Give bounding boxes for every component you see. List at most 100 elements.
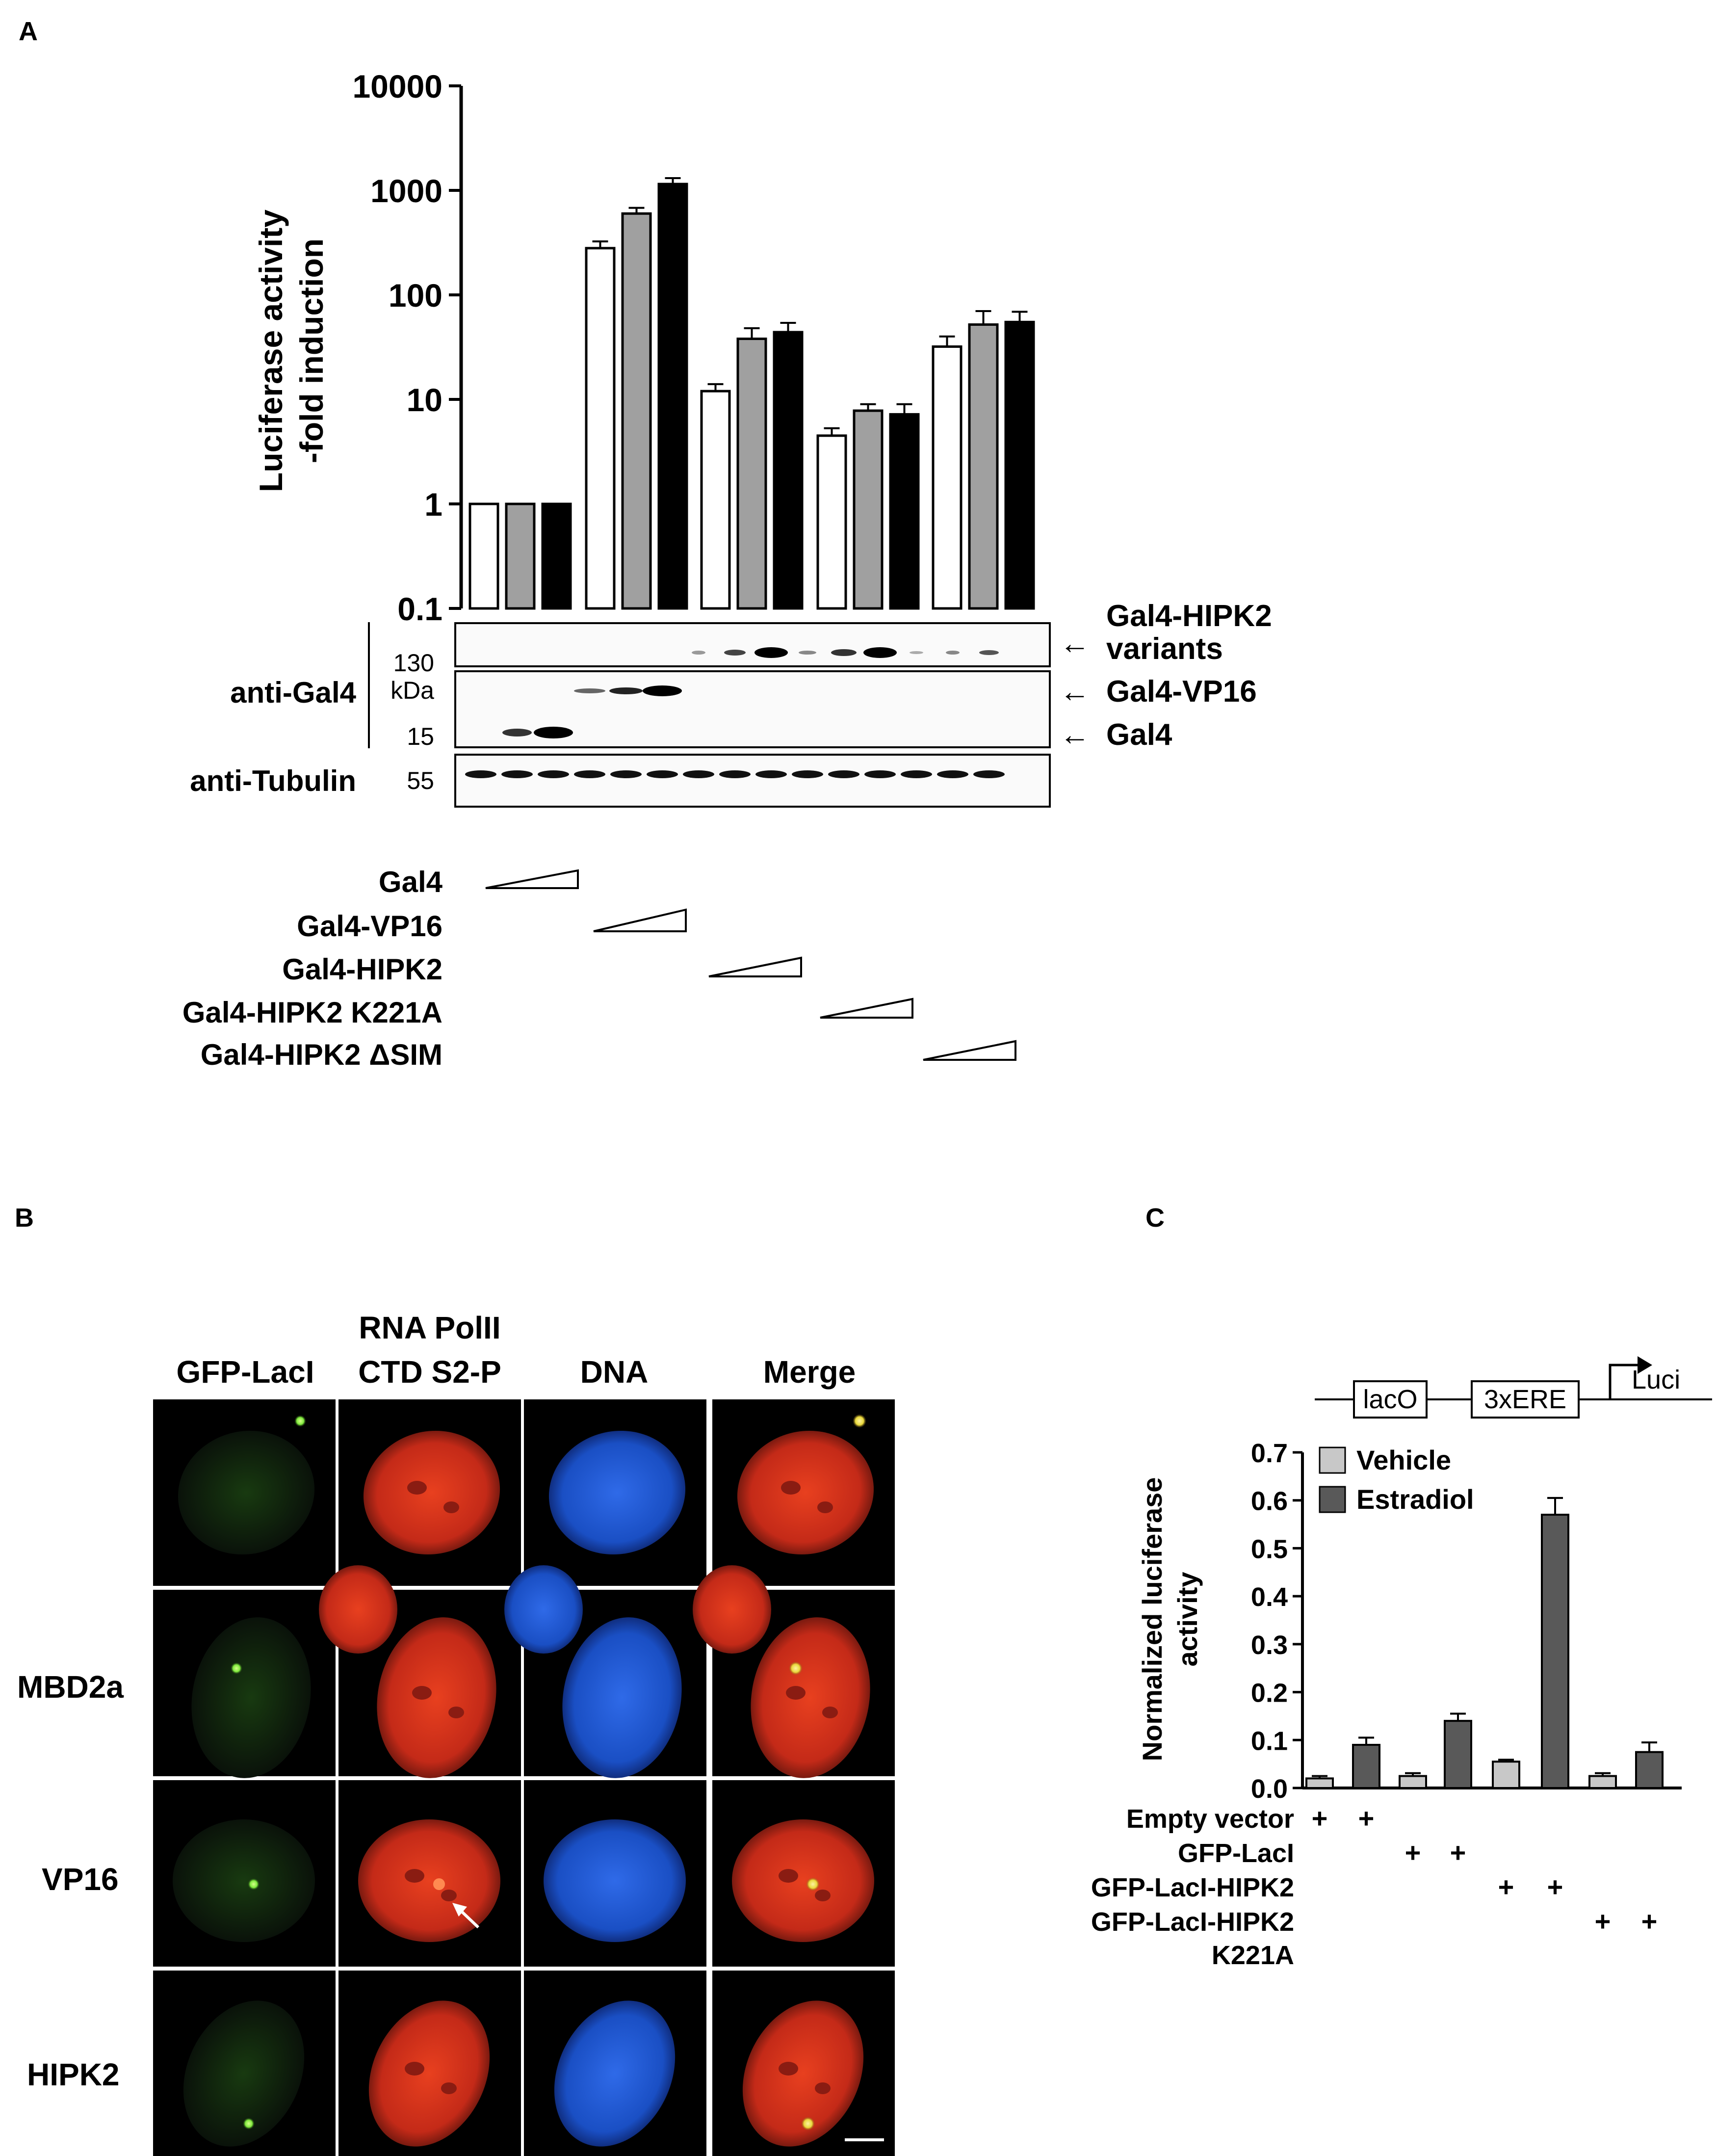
row-label-vp16: VP16 [42,1862,119,1897]
blot-band-gal4-vp16 [574,688,605,693]
neighbor-nucleus [693,1565,771,1654]
blot-tubulin-strip [454,754,1051,808]
nucleolus [405,1869,424,1883]
blot-band-hipk2 [863,647,897,658]
panel-c-tick-label: 0.5 [1251,1534,1288,1564]
nucleolus [448,1707,464,1718]
gfp-spot [243,2118,255,2130]
marker-55: 55 [407,767,434,794]
dose-wedge-gal4-hipk2-dsim [923,1040,1016,1061]
micrograph-tile [153,1971,336,2156]
nucleolus [822,1707,838,1718]
panel-c-y-label-line2: activity [1172,1572,1203,1667]
micrograph-tile [153,1780,336,1967]
legend-swatch-estradiol [1319,1486,1346,1513]
neighbor-nucleus [504,1565,583,1654]
gfp-nucleus [178,1430,315,1555]
micrograph-tile [153,1590,336,1778]
blot-band-hipk2 [979,650,999,655]
blot-band-tubulin [864,770,896,778]
blot-bands [465,647,1005,778]
construct-promoter-arrowhead [1638,1356,1652,1374]
nucleolus [779,2062,798,2076]
panel-a-y-label-line2: -fold induction [293,238,330,463]
table-plus-mark: + [1547,1871,1563,1902]
panel-c-bars [1305,1497,1664,1789]
table-row-label-gfp-laci-hipk2: GFP-LacI-HIPK2 [1091,1873,1294,1902]
nucleolus [407,1481,427,1495]
table-plus-mark: + [1498,1871,1514,1902]
table-plus-mark: + [1641,1906,1658,1937]
micrograph-tile [712,1399,895,1586]
blot-band-tubulin [501,770,533,778]
blot-band-tubulin [719,770,751,778]
row-label-mbd2a: MBD2a [17,1669,124,1705]
polii-nucleus [358,1819,500,1942]
gfp-nucleus [183,2000,305,2147]
polii-nucleus [368,2000,490,2147]
panel-a-tick-label: 1000 [370,173,442,209]
nucleolus [781,1481,801,1495]
panel-a-bar [621,212,652,610]
dose-wedge-gal4-hipk2 [708,956,802,977]
construct-laco-box [1353,1380,1428,1419]
panel-a-bar [700,390,731,610]
polii-nucleus [377,1617,496,1778]
blot-band-hipk2 [910,651,923,654]
table-plus-mark: + [1595,1906,1611,1937]
nucleolus [412,1686,432,1700]
panel-a-western-blots: anti-Gal4 anti-Tubulin 130 kDa 15 55 ← G… [190,599,1272,808]
panel-a-bar [505,502,536,610]
blot-band-gal4-vp16 [609,687,643,694]
gfp-spot [248,1878,260,1890]
nucleolus [405,2062,424,2076]
construct-ere-label: 3xERE [1484,1385,1566,1414]
panel-c-bar [1399,1775,1427,1789]
panel-c-tick-label: 0.0 [1251,1774,1288,1804]
panel-a-tick-label: 1 [424,486,442,523]
panel-a-construct-list: Gal4 Gal4-VP16 Gal4-HIPK2 Gal4-HIPK2 K22… [182,866,1016,1071]
panel-a-bar [853,409,884,610]
blot-band-tubulin [647,770,678,778]
gfp-spot [231,1662,242,1674]
panel-c-tick-label: 0.1 [1251,1726,1288,1756]
arrow-gal4-vp16: ← [1060,675,1090,709]
merge-spot [801,2117,815,2130]
arrow-variants: ← [1060,627,1090,660]
panel-a-bar [1004,320,1035,610]
micrograph-tile [524,1780,706,1967]
panel-a-bar [468,502,499,610]
label-gal4-vp16-band: Gal4-VP16 [1106,675,1257,709]
nucleolus [815,2082,831,2094]
blot-band-tubulin [828,770,859,778]
panel-c-tick-label: 0.7 [1251,1439,1288,1468]
blot-band-hipk2 [799,651,816,655]
marker-130: 130 [393,649,434,677]
nucleolus [441,2082,457,2094]
panel-c-tick-label: 0.3 [1251,1630,1288,1660]
construct-label-gal4-hipk2: Gal4-HIPK2 [282,953,442,986]
blot-band-hipk2 [946,651,960,655]
panel-a-bar [932,345,963,610]
row-label-hipk2: HIPK2 [27,2057,120,2092]
panel-a-bar [889,413,920,610]
blot-band-gal4-vp16 [643,685,682,696]
nucleolus [786,1686,806,1700]
panel-label-b: B [15,1203,34,1233]
panel-a-bar [773,331,804,610]
panel-c-bar [1541,1514,1569,1789]
nucleolus [815,1890,831,1901]
label-gal4-hipk2-variants-2: variants [1106,632,1223,666]
arrow-indicator-head [452,1903,467,1917]
dna-nucleus [548,1430,686,1555]
polii-nucleus [363,1430,500,1555]
nucleolus [443,1501,459,1513]
col-header-dna: DNA [580,1354,649,1390]
blot-band-tubulin [538,770,569,778]
table-row-label-k221a-line2: K221A [1212,1941,1294,1970]
table-plus-mark: + [1450,1837,1466,1868]
gfp-nucleus [173,1819,315,1942]
dose-wedge-gal4 [485,869,579,889]
legend-swatch-vehicle [1319,1446,1346,1474]
